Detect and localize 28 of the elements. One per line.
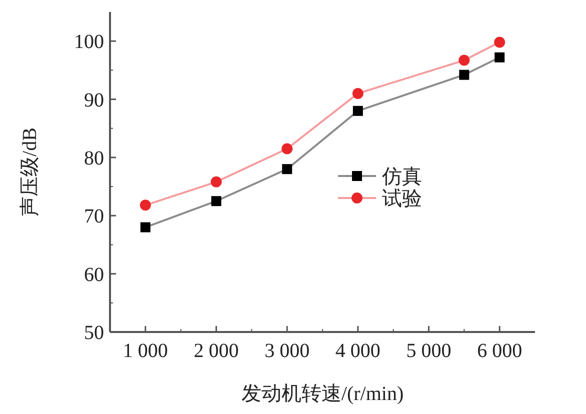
point [210, 176, 222, 188]
point [140, 200, 151, 211]
point [282, 164, 292, 174]
legend-label: 试验 [382, 188, 422, 210]
point [459, 70, 470, 80]
y-tick-label: 50 [84, 322, 104, 344]
x-tick-label: 3 000 [264, 340, 310, 362]
y-tick-label: 100 [74, 31, 104, 54]
point [282, 143, 293, 154]
y-axis-title: 声压级/dB [19, 128, 41, 216]
point [494, 36, 506, 48]
x-tick-label: 1 000 [122, 340, 168, 362]
point [352, 106, 363, 116]
y-tick-label: 90 [84, 89, 104, 112]
y-tick-label: 60 [84, 264, 104, 286]
point [458, 54, 470, 66]
point [211, 196, 222, 206]
point [140, 222, 150, 232]
point [494, 52, 505, 62]
y-tick-label: 70 [84, 206, 104, 228]
point [352, 88, 364, 99]
x-axis-title: 发动机转速/(r/min) [241, 383, 404, 405]
x-tick-label: 6 000 [477, 340, 522, 362]
x-tick-label: 2 000 [194, 340, 239, 362]
legend-label: 仿真 [381, 166, 422, 188]
y-tick-label: 80 [84, 147, 104, 170]
x-tick-label: 4 000 [335, 340, 380, 362]
x-tick-label: 5 000 [406, 340, 452, 362]
